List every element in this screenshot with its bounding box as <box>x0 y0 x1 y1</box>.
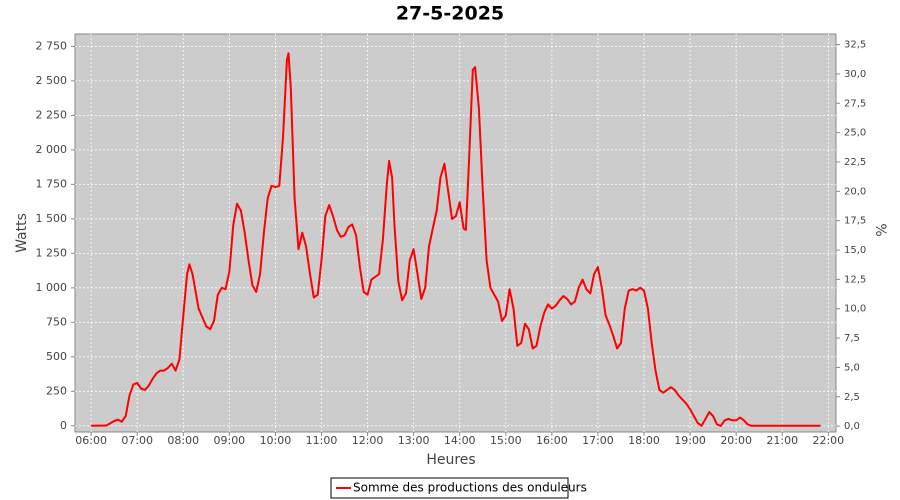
legend-label: Somme des productions des onduleurs <box>353 481 587 495</box>
y-tick-label: 1 250 <box>36 246 68 259</box>
x-tick-label: 21:00 <box>766 434 798 447</box>
y-tick-label: 750 <box>46 315 67 328</box>
x-tick-label: 17:00 <box>582 434 614 447</box>
y-tick-label: 2 250 <box>36 108 68 121</box>
x-tick-label: 07:00 <box>121 434 153 447</box>
y2-tick-label: 15,0 <box>844 245 866 256</box>
y2-tick-label: 30,0 <box>844 69 866 80</box>
y2-axis-title: % <box>872 223 888 236</box>
x-tick-label: 18:00 <box>628 434 660 447</box>
y2-tick-label: 22,5 <box>844 157 866 168</box>
y2-tick-label: 12,5 <box>844 274 866 285</box>
y-tick-label: 500 <box>46 350 67 363</box>
y-tick-label: 1 500 <box>36 212 68 225</box>
x-tick-label: 09:00 <box>213 434 245 447</box>
x-tick-label: 16:00 <box>536 434 568 447</box>
x-tick-label: 13:00 <box>398 434 430 447</box>
y-tick-label: 250 <box>46 384 67 397</box>
y-tick-label: 2 500 <box>36 74 68 87</box>
x-axis-title: Heures <box>426 452 475 468</box>
y2-tick-label: 17,5 <box>844 216 866 227</box>
x-tick-label: 08:00 <box>167 434 199 447</box>
x-tick-label: 19:00 <box>674 434 706 447</box>
y-tick-label: 0 <box>60 419 67 432</box>
y2-tick-label: 7,5 <box>844 333 860 344</box>
y-tick-label: 2 000 <box>36 143 68 156</box>
x-tick-label: 11:00 <box>306 434 338 447</box>
y-axis-title: Watts <box>14 213 30 253</box>
x-tick-label: 22:00 <box>812 434 844 447</box>
plot-area <box>74 33 837 433</box>
y2-tick-label: 10,0 <box>844 304 866 315</box>
y-tick-label: 1 750 <box>36 177 68 190</box>
x-tick-label: 12:00 <box>352 434 384 447</box>
x-tick-label: 20:00 <box>720 434 752 447</box>
series-line <box>91 52 821 427</box>
y-tick-label: 1 000 <box>36 281 68 294</box>
y2-tick-label: 32,5 <box>844 40 866 51</box>
x-tick-label: 10:00 <box>260 434 292 447</box>
y2-tick-label: 20,0 <box>844 186 866 197</box>
y2-tick-label: 25,0 <box>844 128 866 139</box>
y-tick-label: 2 750 <box>36 39 68 52</box>
y2-tick-label: 27,5 <box>844 98 866 109</box>
y2-tick-label: 5,0 <box>844 362 860 373</box>
chart-title: 27-5-2025 <box>396 3 504 25</box>
x-tick-label: 06:00 <box>75 434 107 447</box>
legend-box <box>330 477 569 499</box>
y2-tick-label: 0,0 <box>844 421 860 432</box>
y2-tick-label: 2,5 <box>844 392 860 403</box>
x-tick-label: 14:00 <box>444 434 476 447</box>
x-tick-label: 15:00 <box>490 434 522 447</box>
